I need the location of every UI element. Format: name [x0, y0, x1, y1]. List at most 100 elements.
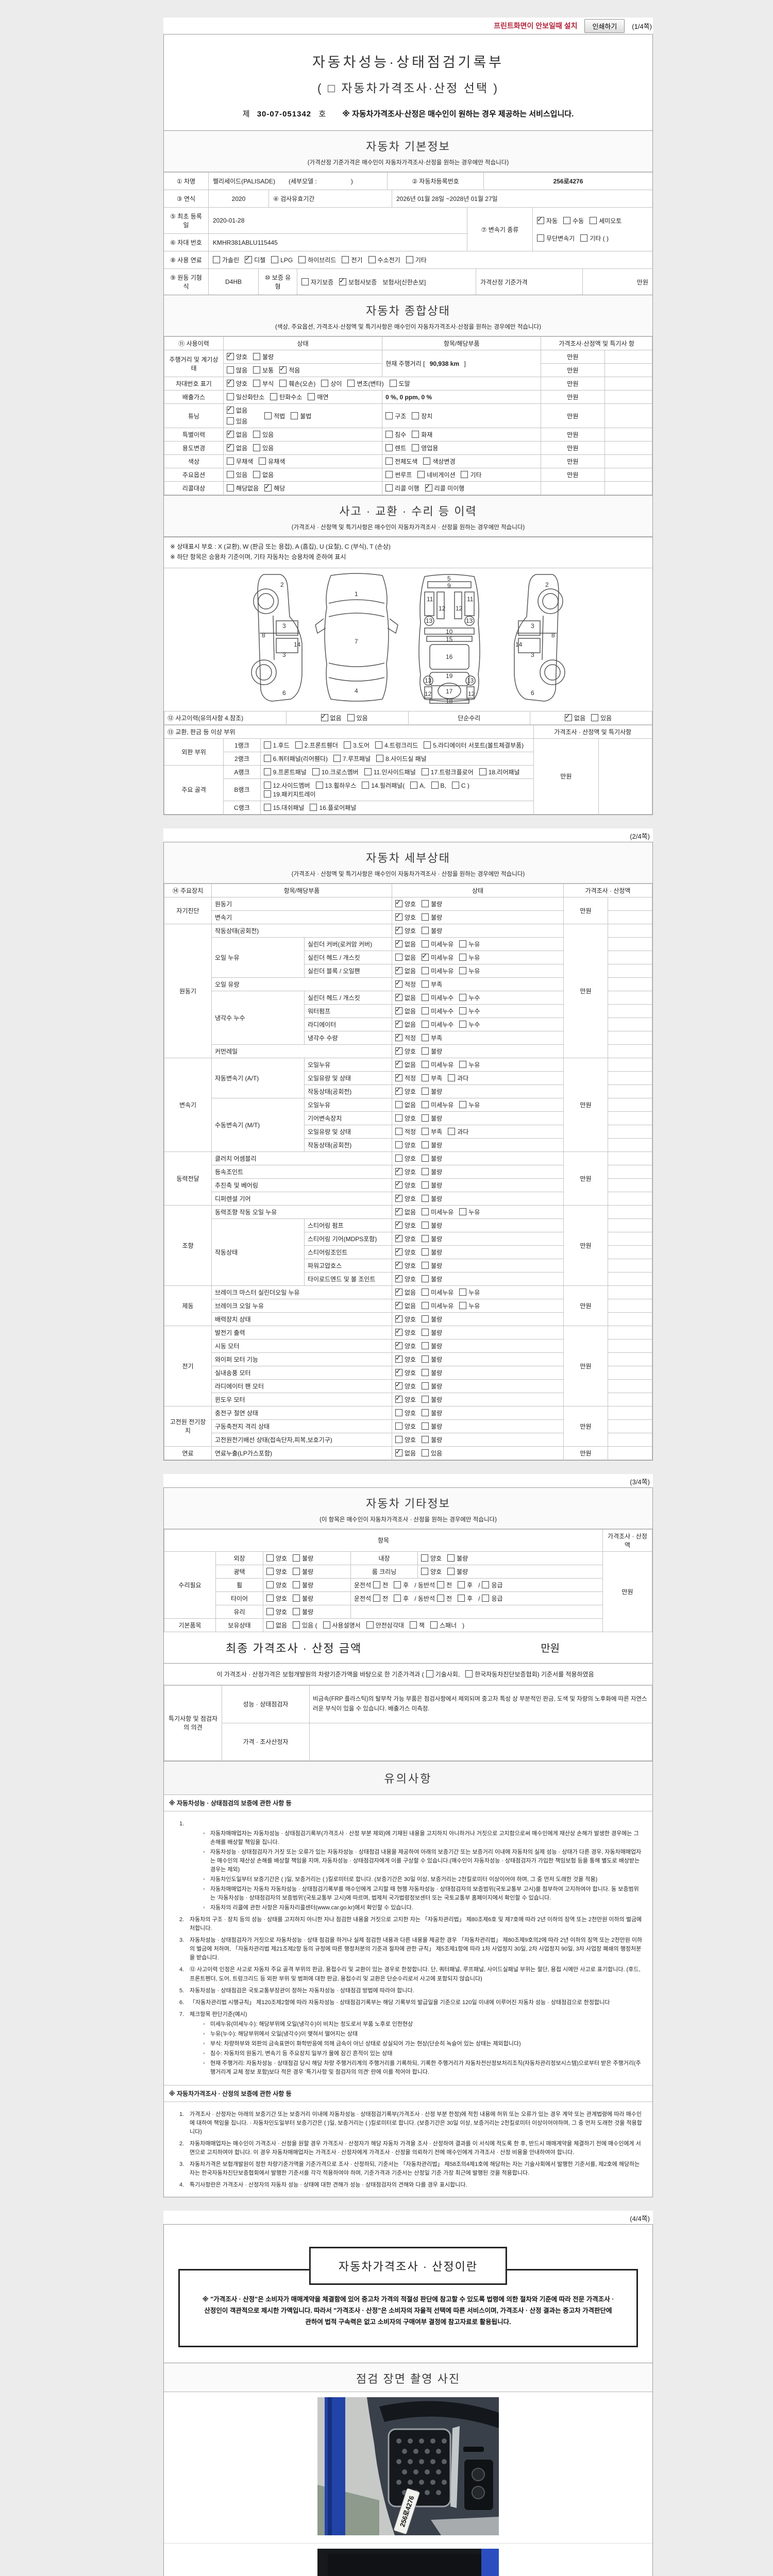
svg-text:5: 5 — [447, 575, 451, 582]
checkbox-item: 6.쿼터패널(리어휀다) — [263, 754, 328, 763]
appraisal-blank-cell — [607, 1432, 653, 1447]
checkbox-label: 없음 — [405, 1061, 416, 1069]
state-checks: 없음 미세누유 누유 — [392, 1298, 564, 1313]
checkbox-item: 양호 — [395, 1180, 416, 1190]
checkbox-icon — [368, 256, 376, 263]
checkbox-icon — [421, 1554, 428, 1562]
appraisal-blank-cell — [607, 1151, 653, 1165]
checkbox-item: 매연 — [308, 393, 329, 401]
checkbox-item: 불량 — [422, 1261, 442, 1270]
checkbox-item: 렌트 — [385, 444, 406, 452]
checkbox-label: 양호 — [405, 1222, 416, 1229]
checkbox-item: 15.대쉬패널 — [263, 803, 305, 812]
checkbox-item: 불량 — [253, 352, 274, 361]
checkbox-icon — [323, 1621, 330, 1629]
price-basis-note: 이 가격조사 · 산정가격은 보험개발원의 차량기준가액을 바탕으로 한 기준가… — [164, 1664, 652, 1685]
appraisal-blank-cell — [607, 1205, 653, 1219]
print-button[interactable]: 인쇄하기 — [584, 19, 625, 33]
checkbox-label: 양호 — [276, 1581, 288, 1589]
checkbox-checked-icon — [422, 952, 429, 961]
checkbox-icon — [458, 1594, 465, 1602]
inline-label: / — [478, 1595, 480, 1602]
checkbox-label: 불량 — [431, 1436, 443, 1444]
checkbox-label: 양호 — [405, 1315, 416, 1323]
checkbox-item: 양호 — [266, 1567, 287, 1576]
appraisal-blank-cell — [607, 977, 653, 991]
rank1-checks: 1.후드 2.프론트휀더 3.도어 4.트렁크리드 5.라디에이터 서포트(볼트체결부품… — [260, 738, 534, 752]
checkbox-item: 많음 — [227, 366, 247, 375]
rank-label: 2랭크 — [223, 751, 261, 766]
checkbox-label: 후 — [403, 1595, 409, 1602]
checkbox-label: 양호 — [405, 900, 416, 908]
checkbox-label: 운전석 — [354, 1595, 372, 1602]
checkbox-icon — [422, 1208, 429, 1215]
checkbox-icon — [447, 1567, 455, 1575]
special-history-checks: 없음 있음 — [223, 428, 383, 442]
checkbox-item: 불량 — [422, 1435, 442, 1444]
state-checks: 없음 미세누유 누유 — [392, 1057, 564, 1072]
checkbox-icon — [422, 1087, 429, 1095]
section-overall-header: 자동차 종합상태 (색상, 주요옵션, 가격조사·산정액 및 특기사항은 매수인… — [164, 295, 652, 336]
checkbox-item: 후 — [394, 1594, 409, 1603]
checkbox-item: 없음 — [227, 429, 248, 439]
svg-text:12: 12 — [439, 605, 446, 612]
checkbox-icon — [591, 714, 599, 721]
appraisal-blank-cell — [607, 1191, 653, 1206]
checkbox-item: 누유 — [459, 953, 480, 962]
checkbox-icon — [266, 1594, 274, 1602]
checkbox-icon — [421, 1567, 428, 1575]
bullet-text: 미세누유(미세누수): 해당부위에 오일(냉각수)이 비치는 정도로서 부품 노… — [210, 2021, 413, 2027]
checkbox-item: 양호 — [395, 1154, 416, 1163]
appraisal-blank-cell — [607, 1231, 653, 1246]
item-label: 발전기 출력 — [211, 1325, 393, 1340]
checkbox-icon — [315, 781, 323, 789]
checkbox-icon — [298, 256, 306, 263]
state-checks: 양호 불량 — [392, 1138, 564, 1152]
submodel-label: (세부모델 : — [289, 178, 317, 185]
checkbox-label: 없음 — [236, 431, 248, 438]
checkbox-label: 리콜 이행 — [395, 485, 419, 492]
appraisal-blank-cell — [607, 1365, 653, 1380]
svg-text:13: 13 — [467, 677, 474, 684]
notice-text: 특기사항란은 가격조사 · 산정자의 자동차 성능 · 상태에 대한 견해가 성… — [190, 2182, 467, 2189]
checkbox-label: 13.휠하우스 — [325, 782, 357, 789]
checkbox-item: 영업용 — [412, 444, 438, 452]
checkbox-label: 불량 — [431, 1047, 443, 1055]
state-checks: 양호 불량 — [392, 910, 564, 924]
checkbox-icon — [412, 412, 419, 419]
checkbox-label: 없음 — [405, 954, 416, 961]
checkbox-icon — [422, 1114, 429, 1122]
checkbox-label: 15.대쉬패널 — [273, 804, 305, 811]
svg-text:13: 13 — [425, 677, 432, 684]
checkbox-label: 미세누유 — [431, 1302, 454, 1310]
checkbox-item: 양호 — [395, 1141, 416, 1149]
checkbox-label: 도말 — [398, 380, 410, 387]
checkbox-icon — [422, 1221, 429, 1229]
checkbox-icon — [376, 754, 384, 762]
state-checks: 양호 불량 — [392, 1272, 564, 1286]
price-cell: 만원 — [563, 1151, 608, 1206]
checkbox-label: 양호 — [405, 913, 416, 921]
inspector-comment: 비금속(FRP 플라스틱)의 탈부착 가능 부품은 점검사항에서 제외되며 중고… — [309, 1685, 652, 1723]
checkbox-icon — [293, 1607, 300, 1615]
notice-text: ⑫ 사고이력 인정은 사고로 자동차 주요 골격 부위의 판금, 용접수리 및 … — [190, 1967, 641, 1982]
checkbox-icon — [459, 1208, 467, 1215]
checkbox-label: 기타 — [415, 257, 427, 264]
checkbox-label: 미세누유 — [431, 940, 454, 948]
checkbox-item: 적정 — [395, 979, 416, 989]
notice-number: 3. — [179, 2161, 184, 2168]
notice-item: 7. 체크항목 판단기준(예시) — [179, 2010, 643, 2019]
checkbox-item: 불량 — [422, 1395, 442, 1404]
notice-text: 체크항목 판단기준(예시) — [190, 2011, 247, 2018]
checkbox-item: 10.크로스멤버 — [312, 768, 359, 776]
state-checks: 양호 불량 — [392, 1231, 564, 1246]
checkbox-label: 불량 — [431, 1114, 443, 1122]
col-header: 상태 — [223, 336, 383, 350]
notice-number: 6. — [179, 1999, 184, 2006]
checkbox-label: 수동 — [573, 217, 584, 225]
appraisal-blank-cell — [607, 1164, 653, 1179]
checkbox-icon — [422, 1154, 429, 1162]
checkbox-item: 불량 — [422, 1154, 442, 1163]
svg-text:9: 9 — [447, 582, 451, 589]
sub-item-label: 라디에이터 — [304, 1017, 393, 1031]
